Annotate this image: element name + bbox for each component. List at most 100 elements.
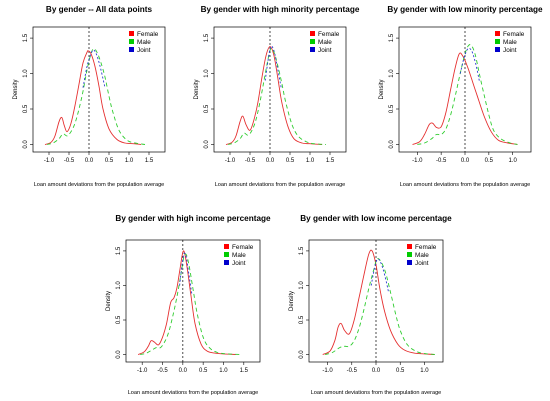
x-tick-label: 0.0 [372, 368, 381, 374]
legend-swatch-female [407, 244, 412, 249]
x-tick-label: 0.0 [85, 158, 94, 164]
x-tick-label: 1.0 [306, 158, 315, 164]
legend-swatch-joint [224, 260, 229, 265]
legend-label-joint: Joint [232, 260, 246, 267]
y-axis-label: Density [379, 79, 385, 99]
density-line-female [44, 50, 142, 145]
x-tick-label: 1.0 [219, 368, 228, 374]
legend-swatch-female [129, 31, 134, 36]
density-line-male [324, 258, 437, 355]
density-line-joint [82, 49, 106, 88]
legend-label-female: Female [415, 244, 437, 251]
y-tick-label: 1.0 [299, 281, 305, 290]
legend-swatch-male [129, 39, 134, 44]
x-tick-label: -1.0 [44, 158, 55, 164]
legend-swatch-female [224, 244, 229, 249]
legend-label-joint: Joint [318, 47, 332, 54]
plot-frame [125, 239, 261, 363]
x-axis-label: Loan amount deviations from the populati… [400, 182, 531, 188]
x-tick-label: 1.5 [240, 368, 249, 374]
x-tick-label: 0.0 [461, 158, 470, 164]
density-line-female [137, 250, 236, 355]
y-tick-label: 0.5 [23, 104, 29, 113]
x-tick-label: 0.5 [396, 368, 405, 374]
density-line-male [140, 253, 240, 355]
y-axis-label: Density [106, 291, 112, 311]
y-tick-label: 1.0 [389, 69, 395, 78]
chart-title: By gender -- All data points [46, 5, 153, 14]
chart-panel-4: By gender with high income percentage -1.… [106, 214, 271, 396]
density-line-female [225, 46, 323, 145]
x-tick-label: 1.5 [145, 158, 154, 164]
x-tick-label: 0.5 [199, 368, 208, 374]
legend-label-female: Female [137, 31, 159, 38]
legend-swatch-joint [310, 47, 315, 52]
y-tick-label: 1.5 [299, 246, 305, 255]
chart-title: By gender with high minority percentage [201, 5, 360, 14]
x-tick-label: -0.5 [245, 158, 256, 164]
legend-label-joint: Joint [415, 260, 429, 267]
x-tick-label: 0.0 [266, 158, 275, 164]
y-tick-label: 0.5 [116, 315, 122, 324]
legend-swatch-joint [495, 47, 500, 52]
x-tick-label: -0.5 [64, 158, 75, 164]
x-tick-label: 1.0 [420, 368, 429, 374]
legend-label-female: Female [318, 31, 340, 38]
plot-frame [213, 26, 347, 153]
x-tick-label: -1.0 [412, 158, 423, 164]
x-tick-label: 0.5 [105, 158, 114, 164]
chart-panel-5: By gender with low income percentage -1.0… [289, 214, 452, 396]
x-tick-label: 1.5 [326, 158, 335, 164]
density-line-joint [264, 45, 282, 88]
y-tick-label: 1.0 [23, 69, 29, 78]
legend-label-male: Male [232, 252, 246, 259]
x-tick-label: 1.0 [125, 158, 134, 164]
y-tick-label: 0.5 [389, 104, 395, 113]
x-tick-label: 0.5 [485, 158, 494, 164]
legend-swatch-male [495, 39, 500, 44]
x-tick-label: -0.5 [436, 158, 447, 164]
legend-label-joint: Joint [503, 47, 517, 54]
chart-panel-3: By gender with low minority percentage -1… [379, 5, 543, 188]
x-axis-label: Loan amount deviations from the populati… [215, 182, 346, 188]
chart-title: By gender with low minority percentage [387, 5, 543, 14]
legend-swatch-male [224, 252, 229, 257]
density-line-joint [370, 258, 390, 293]
legend-label-joint: Joint [137, 47, 151, 54]
chart-title: By gender with high income percentage [115, 214, 271, 223]
legend-label-male: Male [503, 39, 517, 46]
y-tick-label: 0.0 [204, 140, 210, 149]
density-line-male [417, 44, 518, 145]
density-line-joint [459, 47, 480, 81]
y-tick-label: 1.5 [116, 246, 122, 255]
y-tick-label: 1.5 [204, 33, 210, 42]
y-tick-label: 0.5 [204, 104, 210, 113]
chart-title: By gender with low income percentage [300, 214, 452, 223]
legend-label-male: Male [137, 39, 151, 46]
legend-label-male: Male [415, 252, 429, 259]
plot-frame [32, 26, 166, 153]
x-tick-label: 1.0 [509, 158, 518, 164]
y-tick-label: 0.0 [389, 140, 395, 149]
chart-panel-2: By gender with high minority percentage -… [194, 5, 360, 188]
x-tick-label: -1.0 [137, 368, 148, 374]
y-tick-label: 1.5 [23, 33, 29, 42]
x-axis-label: Loan amount deviations from the populati… [34, 182, 165, 188]
legend-swatch-joint [129, 47, 134, 52]
density-line-female [322, 249, 435, 355]
y-axis-label: Density [289, 291, 295, 311]
y-tick-label: 1.0 [116, 281, 122, 290]
x-tick-label: 0.0 [179, 368, 188, 374]
y-tick-label: 0.5 [299, 315, 305, 324]
chart-panel-1: By gender -- All data points -1.0 -0.5 0.0 0… [13, 5, 166, 188]
density-line-male [46, 48, 146, 145]
y-axis-label: Density [13, 79, 19, 99]
density-line-male [227, 47, 327, 145]
y-tick-label: 0.0 [116, 350, 122, 359]
y-axis-label: Density [194, 79, 200, 99]
density-line-female [412, 52, 518, 145]
density-line-joint [179, 252, 193, 294]
legend-label-female: Female [503, 31, 525, 38]
x-tick-label: -0.5 [347, 368, 358, 374]
